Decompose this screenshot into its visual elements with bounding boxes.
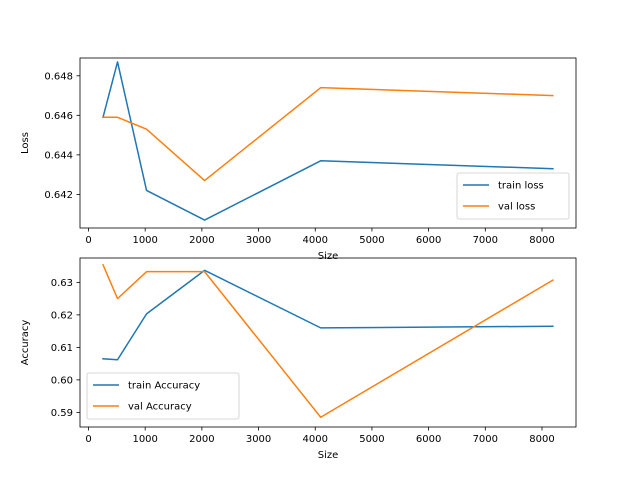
- legend-label: val loss: [498, 202, 535, 213]
- x-tick-label: 2000: [189, 235, 214, 246]
- y-tick-label: 0.59: [51, 408, 73, 419]
- x-tick-label: 7000: [473, 235, 498, 246]
- y-tick-label: 0.646: [44, 111, 73, 122]
- plot-frame: [79, 57, 577, 229]
- x-tick-label: 5000: [359, 434, 384, 445]
- series-line-train-accuracy: [102, 269, 554, 361]
- y-axis-label: Loss: [20, 132, 31, 154]
- legend: train loss val loss: [456, 172, 570, 220]
- x-tick-label: 2000: [189, 434, 214, 445]
- x-tick-label: 6000: [416, 235, 441, 246]
- x-axis-label: Size: [318, 251, 339, 262]
- y-tick-label: 0.62: [51, 310, 73, 321]
- x-tick-label: 3000: [246, 235, 271, 246]
- x-tick-label: 8000: [529, 434, 554, 445]
- legend-label: train loss: [498, 181, 544, 192]
- series-line-val-accuracy: [102, 263, 554, 418]
- x-tick-label: 7000: [473, 434, 498, 445]
- y-axis-label: Accuracy: [20, 320, 31, 366]
- y-tick-label: 0.642: [44, 190, 73, 201]
- y-tick-label: 0.60: [51, 375, 73, 386]
- series-line-train-loss: [102, 61, 554, 221]
- legend: train Accuracy val Accuracy: [86, 372, 240, 420]
- x-tick-label: 1000: [132, 434, 157, 445]
- x-tick-label: 5000: [359, 235, 384, 246]
- legend-label: val Accuracy: [128, 402, 192, 413]
- x-tick-label: 8000: [529, 235, 554, 246]
- x-tick-label: 6000: [416, 434, 441, 445]
- chart-1: 0 1000 2000 3000 4000 5000 6000 7000 8000 0.642 0.…: [20, 57, 577, 262]
- y-tick-label: 0.644: [44, 150, 73, 161]
- y-tick-label: 0.63: [51, 278, 73, 289]
- legend-label: train Accuracy: [128, 381, 200, 392]
- x-tick-label: 0: [85, 434, 91, 445]
- x-tick-label: 0: [85, 235, 91, 246]
- y-tick-label: 0.648: [44, 71, 73, 82]
- y-tick-label: 0.61: [51, 343, 73, 354]
- series-line-val-loss: [102, 86, 554, 182]
- x-tick-label: 4000: [303, 235, 328, 246]
- plot-frame: [79, 257, 577, 428]
- legend-box: [86, 372, 240, 420]
- x-tick-label: 1000: [132, 235, 157, 246]
- x-tick-label: 3000: [246, 434, 271, 445]
- x-tick-label: 4000: [303, 434, 328, 445]
- x-axis-label: Size: [318, 450, 339, 461]
- chart-2: 0 1000 2000 3000 4000 5000 6000 7000 8000 0.59 0.6…: [20, 257, 577, 461]
